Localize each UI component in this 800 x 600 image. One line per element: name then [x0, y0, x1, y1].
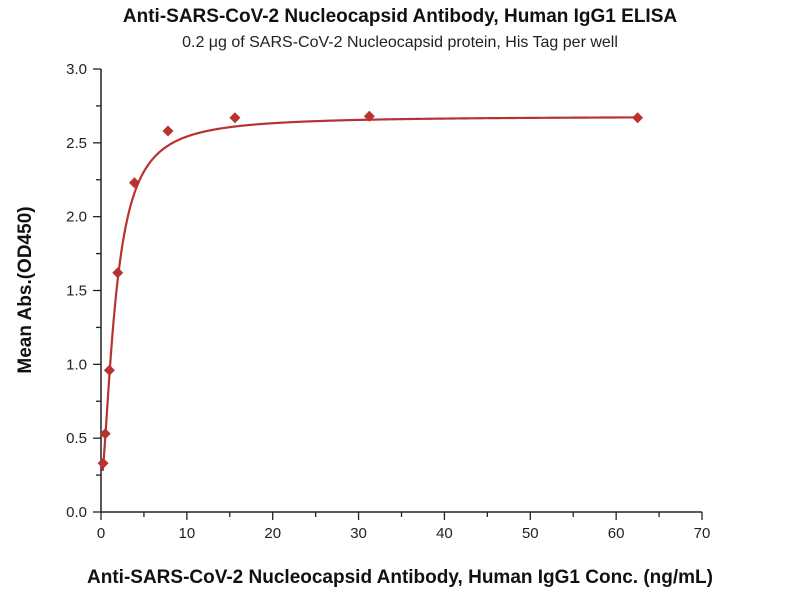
data-point	[229, 112, 241, 124]
chart-subtitle: 0.2 μg of SARS-CoV-2 Nucleocapsid protei…	[182, 34, 618, 51]
x-tick-label: 50	[522, 525, 539, 542]
x-tick-label: 60	[608, 525, 625, 542]
x-tick-label: 30	[350, 525, 367, 542]
data-point	[112, 267, 124, 279]
data-point	[99, 428, 111, 440]
y-tick-label: 0.5	[66, 430, 87, 447]
y-tick-label: 1.5	[66, 283, 87, 300]
x-tick-label: 0	[97, 525, 105, 542]
data-point	[162, 125, 174, 137]
y-tick-label: 2.5	[66, 135, 87, 152]
x-axis-label: Anti-SARS-CoV-2 Nucleocapsid Antibody, H…	[87, 567, 713, 588]
y-tick-label: 1.0	[66, 356, 87, 373]
fit-curve	[101, 116, 638, 472]
data-point	[363, 110, 375, 122]
data-point	[97, 457, 109, 469]
y-tick-label: 2.0	[66, 209, 87, 226]
x-tick-label: 70	[694, 525, 711, 542]
x-tick-label: 40	[436, 525, 453, 542]
data-point	[128, 177, 140, 189]
x-tick-label: 20	[264, 525, 281, 542]
data-point	[632, 112, 644, 124]
x-tick-label: 10	[179, 525, 196, 542]
data-point	[103, 364, 115, 376]
y-tick-label: 0.0	[66, 504, 87, 521]
y-tick-label: 3.0	[66, 61, 87, 78]
chart-title: Anti-SARS-CoV-2 Nucleocapsid Antibody, H…	[122, 6, 678, 27]
